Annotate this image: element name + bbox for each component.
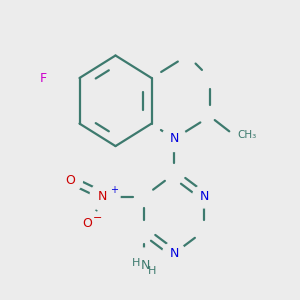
Text: N: N (169, 132, 179, 146)
Circle shape (90, 182, 120, 212)
Circle shape (193, 185, 215, 208)
Text: −: − (93, 213, 102, 223)
Text: O: O (66, 173, 75, 187)
Text: N: N (199, 190, 209, 203)
Circle shape (58, 168, 82, 192)
Circle shape (127, 248, 161, 283)
Text: +: + (110, 185, 118, 195)
Circle shape (161, 126, 187, 152)
Text: O: O (82, 217, 92, 230)
Text: F: F (40, 71, 47, 85)
Circle shape (163, 242, 185, 265)
Text: N: N (141, 259, 150, 272)
Text: N: N (98, 190, 108, 203)
Text: CH₃: CH₃ (238, 130, 257, 140)
Text: H: H (132, 257, 141, 268)
Circle shape (30, 64, 57, 92)
Circle shape (75, 210, 102, 237)
Text: N: N (169, 247, 179, 260)
Text: H: H (148, 266, 157, 276)
